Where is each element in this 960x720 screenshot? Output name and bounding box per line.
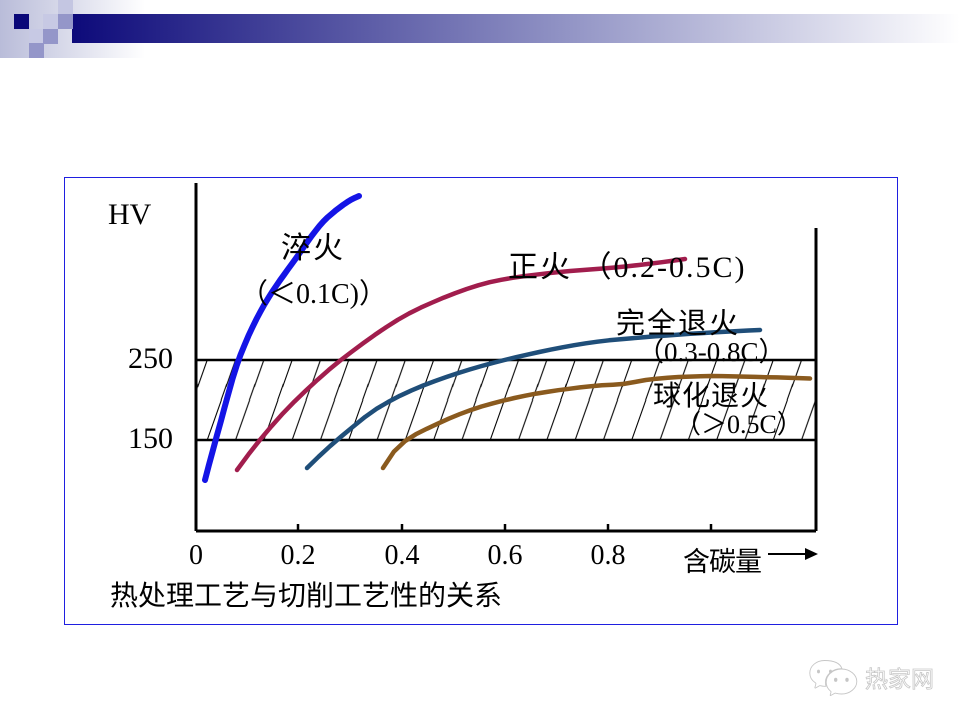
svg-text:热家网: 热家网: [865, 666, 934, 692]
